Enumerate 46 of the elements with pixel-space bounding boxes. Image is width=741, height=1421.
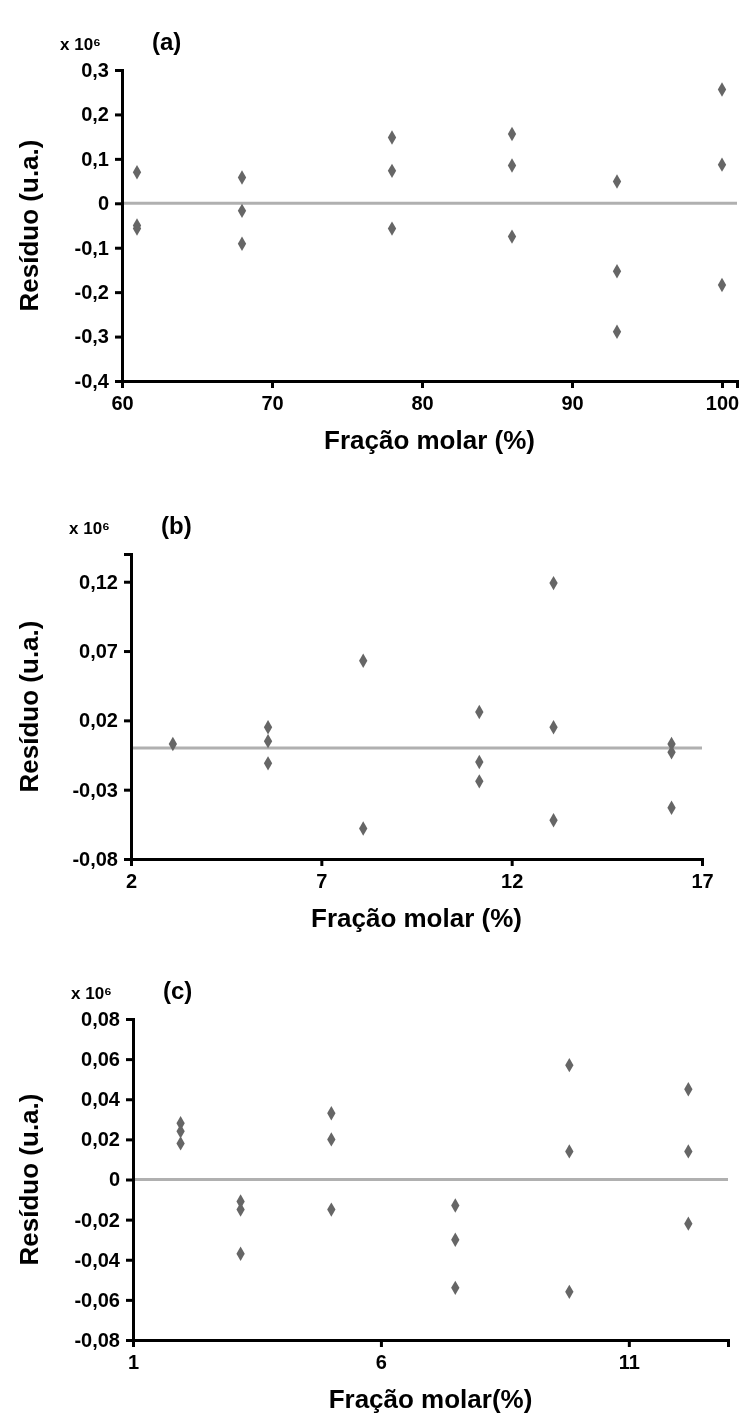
text: x 10⁶ bbox=[60, 35, 101, 54]
y-tick-label: 0,07 bbox=[79, 639, 118, 662]
y-tick-label: 0,08 bbox=[81, 1007, 120, 1030]
y-tick-label: -0,3 bbox=[74, 325, 109, 348]
y-tick-label: 0,2 bbox=[81, 103, 109, 126]
x-tick-label: 80 bbox=[411, 392, 434, 415]
y-tick-label: -0,08 bbox=[72, 847, 118, 870]
x-tick-label: 12 bbox=[501, 870, 524, 893]
y-tick-label: -0,04 bbox=[74, 1248, 121, 1271]
x-tick-label: 7 bbox=[316, 870, 328, 893]
y-axis-title: Resíduo (u.a.) bbox=[14, 1093, 44, 1266]
x-tick-label: 100 bbox=[705, 392, 740, 415]
y-tick-label: 0 bbox=[108, 1168, 120, 1191]
chart-title: (c) bbox=[163, 977, 193, 1004]
y-axis-title: Resíduo (u.a.) bbox=[14, 139, 44, 312]
x-axis-title: Fração molar(%) bbox=[328, 1384, 533, 1414]
x-tick-label: 2 bbox=[125, 870, 138, 893]
y-tick-label: -0,03 bbox=[72, 778, 118, 801]
y-tick-label: -0,06 bbox=[74, 1288, 120, 1311]
x-tick-label: 1 bbox=[127, 1351, 140, 1374]
y-tick-label: 0,02 bbox=[79, 709, 118, 732]
x-tick-label: 17 bbox=[691, 870, 714, 893]
x-tick-label: 70 bbox=[261, 392, 284, 415]
y-tick-label: 0,3 bbox=[81, 58, 109, 81]
text: x 10⁶ bbox=[71, 984, 112, 1003]
y-tick-label: -0,08 bbox=[74, 1328, 120, 1351]
y-tick-label: -0,4 bbox=[74, 369, 110, 392]
y-tick-label: 0 bbox=[97, 192, 109, 215]
x-tick-label: 6 bbox=[375, 1351, 387, 1374]
y-tick-label: 0,06 bbox=[81, 1048, 120, 1071]
chart-title: (b) bbox=[161, 512, 192, 539]
chart-title: (a) bbox=[152, 28, 182, 55]
y-axis-title: Resíduo (u.a.) bbox=[14, 620, 44, 793]
y-tick-label: 0,04 bbox=[81, 1088, 121, 1111]
text: x 10⁶ bbox=[69, 519, 110, 538]
x-tick-label: 60 bbox=[111, 392, 134, 415]
y-tick-label: -0,02 bbox=[74, 1208, 120, 1231]
y-tick-label: -0,2 bbox=[74, 281, 109, 304]
y-tick-label: -0,1 bbox=[74, 236, 109, 259]
y-tick-label: 0,02 bbox=[81, 1128, 120, 1151]
y-tick-label: 0,12 bbox=[79, 570, 118, 593]
y-tick-label: 0,1 bbox=[81, 147, 109, 170]
x-tick-label: 90 bbox=[561, 392, 584, 415]
x-axis-title: Fração molar (%) bbox=[311, 903, 522, 933]
x-axis-title: Fração molar (%) bbox=[324, 425, 535, 455]
x-tick-label: 11 bbox=[618, 1351, 640, 1374]
